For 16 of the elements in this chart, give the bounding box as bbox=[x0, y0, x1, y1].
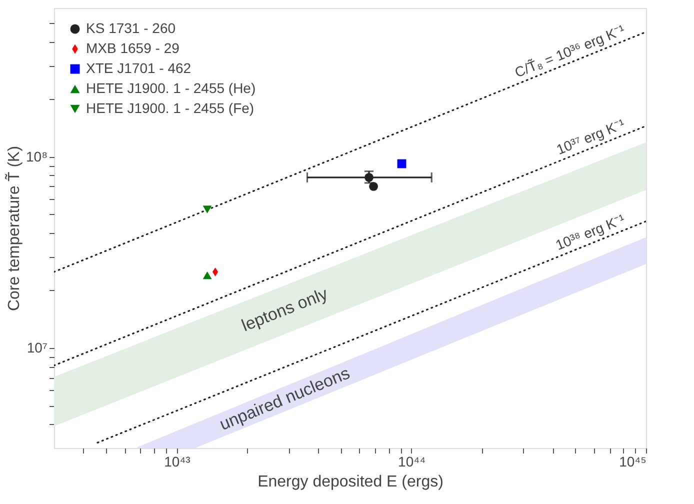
y-axis-title: Core temperature T̃ (K) bbox=[4, 146, 24, 312]
x-axis-title: Energy deposited E (ergs) bbox=[258, 474, 444, 490]
legend-label: HETE J1900. 1 - 2455 (He) bbox=[86, 80, 256, 96]
text: leptons only bbox=[239, 284, 331, 336]
legend-label: KS 1731 - 260 bbox=[86, 20, 176, 36]
x-tick-label: 10⁴⁴ bbox=[398, 454, 426, 470]
legend-label: XTE J1701 - 462 bbox=[86, 60, 192, 76]
x-tick-label: 10⁴³ bbox=[164, 454, 191, 470]
y-tick-label: 10⁷ bbox=[26, 340, 48, 356]
text: C/T̃₈ = 10³⁶ erg K⁻¹ bbox=[512, 21, 628, 80]
text: 10³⁷ erg K⁻¹ bbox=[554, 115, 628, 158]
y-tick-label: 10⁸ bbox=[26, 148, 48, 164]
legend-label: MXB 1659 - 29 bbox=[86, 40, 180, 56]
text: 10³⁸ erg K⁻¹ bbox=[553, 210, 628, 254]
x-tick-label: 10⁴⁵ bbox=[619, 454, 646, 470]
legend-label: HETE J1900. 1 - 2455 (Fe) bbox=[86, 100, 254, 116]
